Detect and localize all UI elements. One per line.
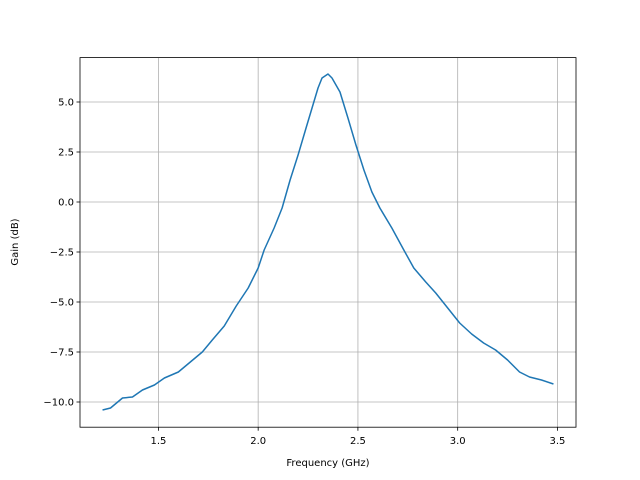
x-tick-label: 2.0: [250, 436, 266, 447]
x-tick-label: 2.5: [350, 436, 366, 447]
plot-frame: [79, 57, 577, 428]
y-tick-label: 5.0: [58, 98, 74, 109]
x-tick-label: 3.0: [450, 436, 466, 447]
y-tick-label: −5.0: [50, 298, 74, 309]
y-tick-label: −10.0: [43, 398, 74, 409]
x-tick-label: 3.5: [549, 436, 565, 447]
y-tick-label: −7.5: [50, 348, 74, 359]
y-tick-label: 0.0: [58, 198, 74, 209]
line-series: [102, 73, 554, 411]
y-axis-label: Gain (dB): [10, 218, 21, 265]
x-tick-label: 1.5: [150, 436, 166, 447]
y-tick-label: −2.5: [50, 248, 74, 259]
x-axis-label: Frequency (GHz): [286, 458, 369, 469]
y-tick-label: 2.5: [58, 148, 74, 159]
